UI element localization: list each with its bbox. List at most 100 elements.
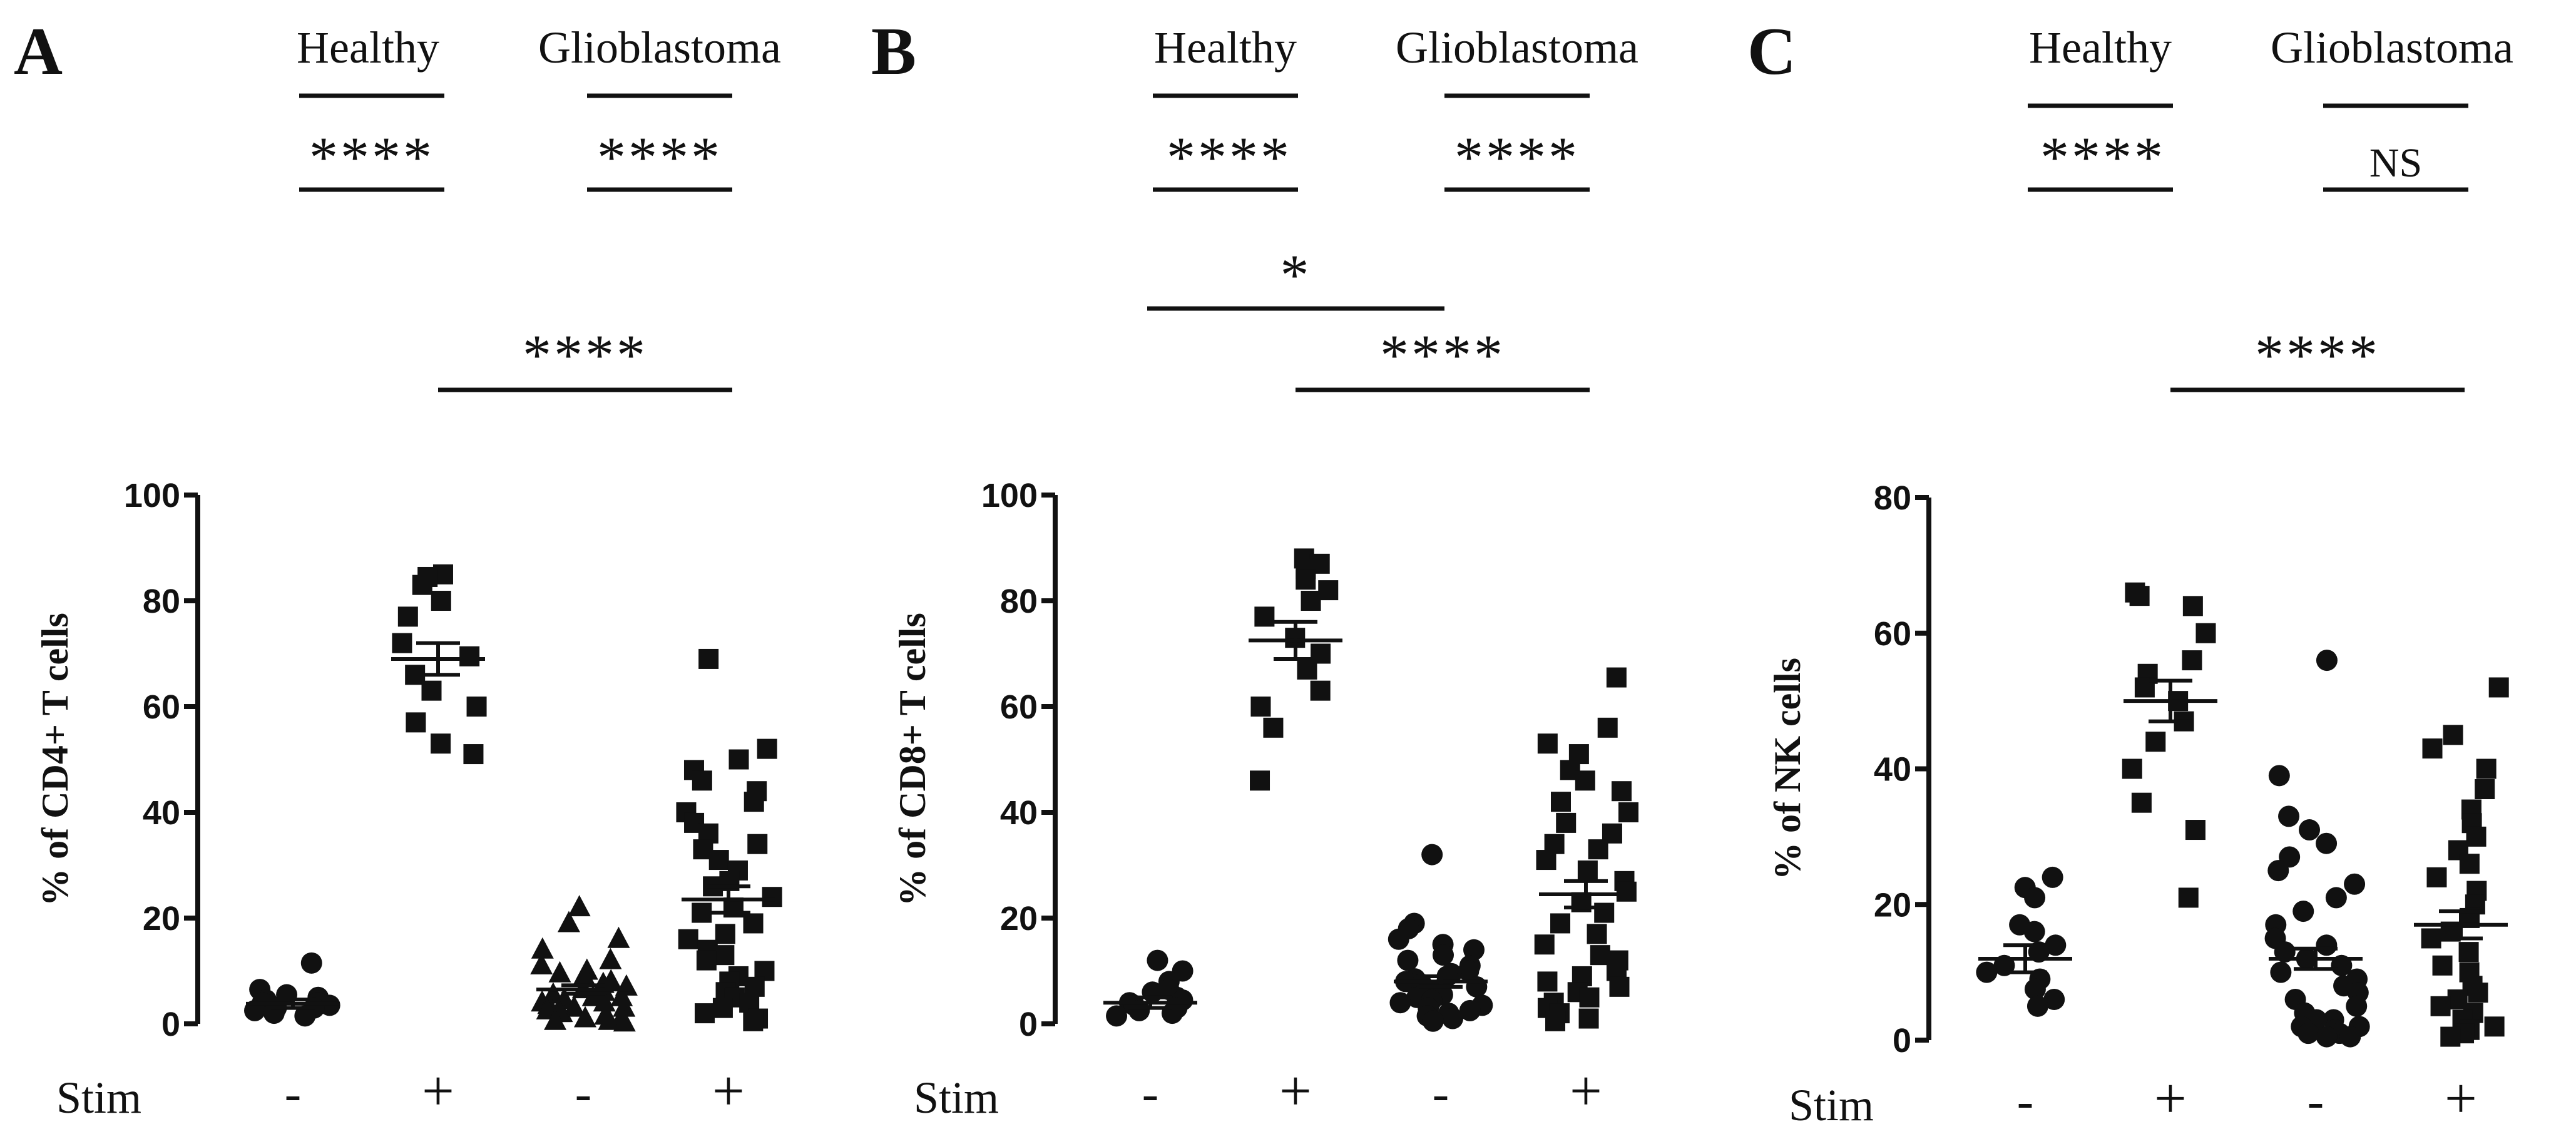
data-point — [573, 963, 596, 985]
y-tick-label: 0 — [1019, 1006, 1038, 1043]
data-point — [466, 697, 487, 717]
y-tick-label: 80 — [1874, 479, 1911, 517]
data-point — [412, 575, 432, 595]
data-point — [1588, 839, 1608, 860]
y-axis-title: % of CD4+ T cells — [34, 613, 76, 906]
stim-label: Stim — [1789, 1080, 1874, 1130]
data-point — [2182, 596, 2203, 616]
data-point — [2195, 623, 2216, 643]
data-point — [2458, 942, 2479, 963]
data-point — [599, 947, 622, 969]
data-point — [610, 984, 633, 1006]
stim-value-minus: - — [2308, 1074, 2324, 1129]
y-tick-label: 0 — [1893, 1022, 1911, 1060]
data-point — [2325, 887, 2347, 909]
data-point — [1389, 992, 1411, 1014]
data-point — [1296, 569, 1316, 590]
data-point — [1463, 939, 1485, 961]
data-point — [2432, 955, 2453, 976]
data-point — [1545, 1011, 1566, 1031]
data-point — [2426, 867, 2447, 887]
data-point — [531, 937, 554, 959]
data-point — [2267, 860, 2289, 882]
data-point — [1422, 1010, 1444, 1032]
series-healthy-minus — [1976, 866, 2072, 1017]
data-point — [744, 792, 764, 812]
y-tick-label: 20 — [1000, 900, 1038, 937]
significance-label: **** — [309, 125, 434, 189]
data-point — [1301, 591, 1321, 611]
y-tick-label: 20 — [143, 900, 180, 937]
data-point — [678, 929, 698, 949]
data-point — [1534, 934, 1555, 955]
y-tick-label: 20 — [1874, 886, 1911, 924]
data-point — [1575, 770, 1595, 791]
data-point — [2316, 1026, 2338, 1048]
comparison-significance: **** — [1380, 323, 1505, 387]
y-tick-label: 40 — [1000, 794, 1038, 832]
data-point — [2339, 1026, 2361, 1048]
group-label-healthy: Healthy — [2029, 23, 2172, 73]
comparison-significance: **** — [523, 323, 648, 387]
data-point — [431, 591, 451, 611]
data-point — [1128, 999, 1150, 1021]
y-axis-title: % of CD8+ T cells — [892, 613, 933, 906]
data-point — [2131, 792, 2152, 813]
data-point — [1577, 860, 1598, 881]
y-tick-label: 80 — [1000, 583, 1038, 620]
group-label-glioblastoma: Glioblastoma — [538, 23, 781, 73]
series-glioblastoma-minus — [2264, 650, 2370, 1048]
data-point — [2278, 805, 2300, 827]
data-point — [530, 953, 553, 975]
data-point — [431, 733, 451, 754]
significance-label: **** — [597, 125, 722, 189]
data-point — [1442, 1008, 1464, 1029]
data-point — [743, 913, 764, 934]
data-point — [762, 887, 782, 907]
y-tick-label: 40 — [1874, 751, 1911, 789]
y-tick-label: 100 — [981, 477, 1038, 514]
data-point — [557, 911, 580, 932]
data-point — [2024, 887, 2046, 909]
data-point — [1250, 770, 1270, 791]
data-point — [1263, 717, 1284, 738]
data-point — [692, 770, 712, 791]
data-point — [2182, 650, 2202, 671]
data-point — [2316, 934, 2338, 956]
series-glioblastoma-plus — [1534, 667, 1638, 1031]
panel-label: B — [871, 14, 916, 89]
significance-label: **** — [1167, 125, 1292, 189]
data-point — [696, 950, 717, 971]
data-point — [2178, 887, 2199, 908]
significance-label: NS — [2369, 140, 2422, 186]
data-point — [463, 744, 484, 765]
data-point — [1550, 913, 1571, 934]
data-point — [2270, 961, 2292, 983]
data-point — [2421, 928, 2441, 949]
data-point — [2045, 934, 2067, 956]
data-point — [2299, 819, 2321, 841]
data-point — [2297, 1023, 2319, 1044]
panel-a: A Healthy **** Glioblastoma **** **** 0 20 40 60 8… — [14, 14, 782, 1123]
data-point — [1310, 680, 1331, 701]
data-point — [593, 990, 616, 1012]
group-label-healthy: Healthy — [1154, 23, 1297, 73]
data-point — [1466, 976, 1488, 998]
data-point — [598, 1008, 621, 1030]
y-axis-title: % of NK cells — [1767, 658, 1808, 880]
stim-value-minus: - — [575, 1066, 592, 1121]
data-point — [1587, 924, 1607, 944]
data-point — [1556, 812, 1577, 833]
data-point — [294, 1005, 316, 1027]
data-point — [715, 924, 735, 944]
data-point — [1458, 960, 1480, 982]
data-point — [2430, 996, 2451, 1016]
series-healthy-plus — [2122, 582, 2217, 908]
data-point — [1432, 944, 1454, 966]
data-point — [1579, 987, 1600, 1008]
data-point — [2422, 738, 2443, 758]
y-tick-label: 40 — [143, 794, 180, 832]
data-point — [2042, 866, 2063, 888]
data-point — [2122, 758, 2142, 779]
panel-label: C — [1747, 14, 1796, 89]
